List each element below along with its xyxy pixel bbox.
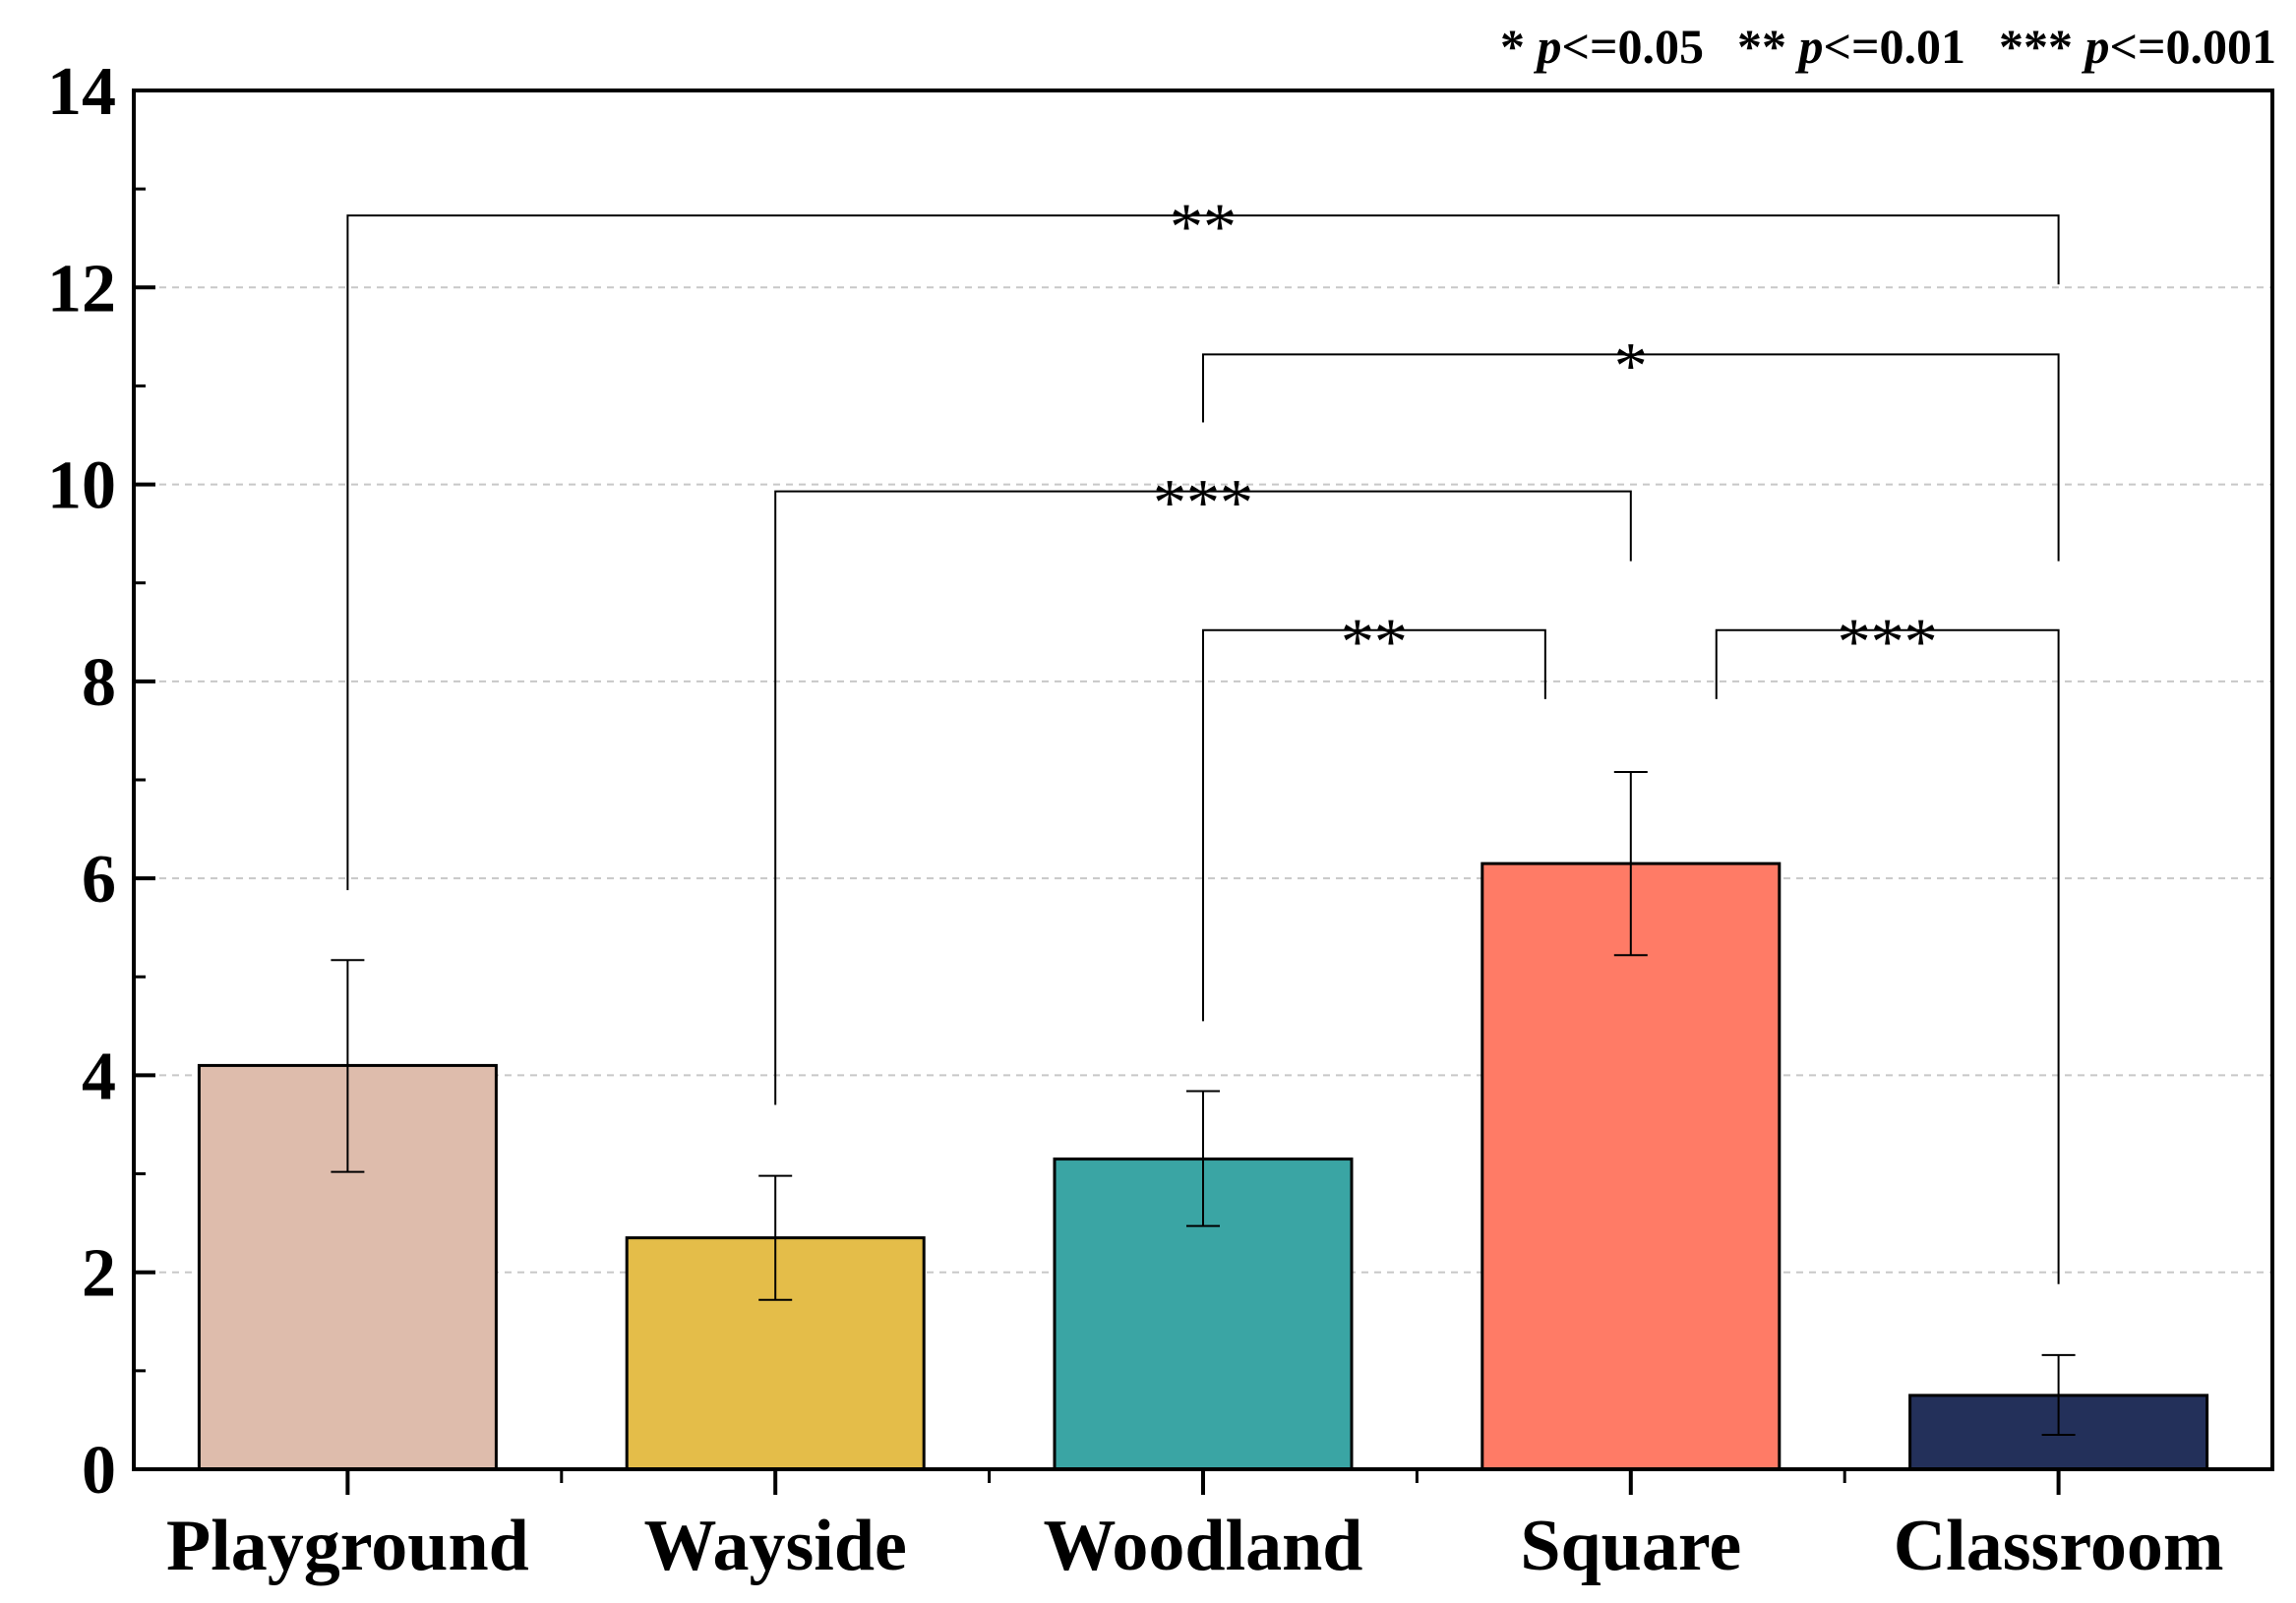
y-tick-label: 4: [82, 1039, 116, 1114]
significance-label: ***: [1153, 465, 1253, 540]
y-tick-label: 2: [82, 1236, 116, 1312]
grid-lines: [134, 286, 2272, 1274]
x-tick-label: Square: [1520, 1506, 1741, 1586]
significance-bracket: [1202, 628, 1546, 1022]
y-tick-label: 12: [47, 251, 116, 327]
x-tick-label: Classroom: [1894, 1506, 2224, 1586]
y-tick-label: 14: [47, 54, 116, 130]
significance-bracket: [774, 490, 1632, 1105]
x-tick-label: Playground: [166, 1506, 529, 1586]
significance-bracket: [1715, 628, 2060, 1284]
axes: 0 2 4 6 8 10 12 14 Playground Wayside Woodland Squa…: [47, 54, 2223, 1586]
significance-label: **: [1341, 604, 1408, 679]
significance-label: *: [1614, 327, 1648, 402]
y-tick-label: 10: [47, 448, 116, 524]
significance-legend: * p<=0.05 ** p<=0.01 *** p<=0.001: [1500, 18, 2276, 75]
x-tick-label: Wayside: [644, 1506, 907, 1586]
legend-item-2: ** p<=0.01: [1737, 19, 1966, 74]
significance-label: ***: [1838, 604, 1938, 679]
legend-item-1: * p<=0.05: [1500, 19, 1705, 74]
y-tick-label: 0: [82, 1433, 116, 1509]
y-tick-label: 6: [82, 842, 116, 918]
y-tick-label: 8: [82, 645, 116, 721]
significance-bracket: [1202, 353, 2060, 562]
error-bars: [331, 770, 2076, 1436]
x-tick-label: Woodland: [1044, 1506, 1363, 1586]
significance-bracket: [346, 214, 2060, 891]
bar-square: [1480, 861, 1782, 1471]
legend-item-3: *** p<=0.001: [1999, 19, 2276, 74]
significance-label: **: [1170, 189, 1237, 264]
significance-brackets: ******** ***: [346, 189, 2060, 1284]
